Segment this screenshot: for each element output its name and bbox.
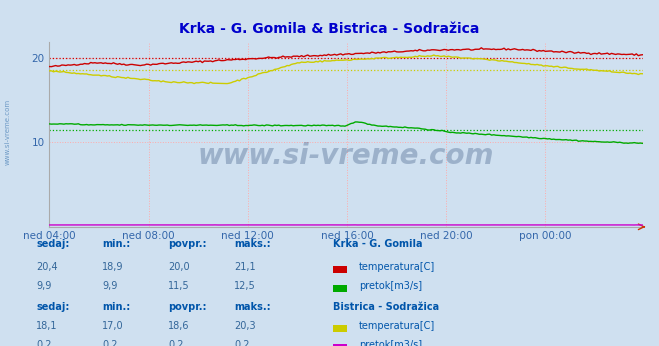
Text: 17,0: 17,0 [102,321,124,331]
Text: Krka - G. Gomila: Krka - G. Gomila [333,239,422,249]
Text: 11,5: 11,5 [168,281,190,291]
Text: sedaj:: sedaj: [36,302,70,312]
Text: 9,9: 9,9 [102,281,117,291]
Text: Krka - G. Gomila & Bistrica - Sodražica: Krka - G. Gomila & Bistrica - Sodražica [179,22,480,36]
Text: povpr.:: povpr.: [168,239,206,249]
Text: povpr.:: povpr.: [168,302,206,312]
Text: 20,4: 20,4 [36,262,58,272]
Text: pretok[m3/s]: pretok[m3/s] [359,340,422,346]
Text: 0,2: 0,2 [102,340,118,346]
Text: 20,3: 20,3 [234,321,256,331]
Text: www.si-vreme.com: www.si-vreme.com [5,98,11,165]
Text: 12,5: 12,5 [234,281,256,291]
Text: 18,6: 18,6 [168,321,190,331]
Text: 9,9: 9,9 [36,281,51,291]
Text: 21,1: 21,1 [234,262,256,272]
Text: 0,2: 0,2 [234,340,250,346]
Text: Bistrica - Sodražica: Bistrica - Sodražica [333,302,439,312]
Text: temperatura[C]: temperatura[C] [359,262,436,272]
Text: 20,0: 20,0 [168,262,190,272]
Text: www.si-vreme.com: www.si-vreme.com [198,142,494,170]
Text: maks.:: maks.: [234,302,271,312]
Text: sedaj:: sedaj: [36,239,70,249]
Text: 18,9: 18,9 [102,262,124,272]
Text: pretok[m3/s]: pretok[m3/s] [359,281,422,291]
Text: temperatura[C]: temperatura[C] [359,321,436,331]
Text: 18,1: 18,1 [36,321,58,331]
Text: 0,2: 0,2 [36,340,52,346]
Text: maks.:: maks.: [234,239,271,249]
Text: 0,2: 0,2 [168,340,184,346]
Text: min.:: min.: [102,302,130,312]
Text: min.:: min.: [102,239,130,249]
